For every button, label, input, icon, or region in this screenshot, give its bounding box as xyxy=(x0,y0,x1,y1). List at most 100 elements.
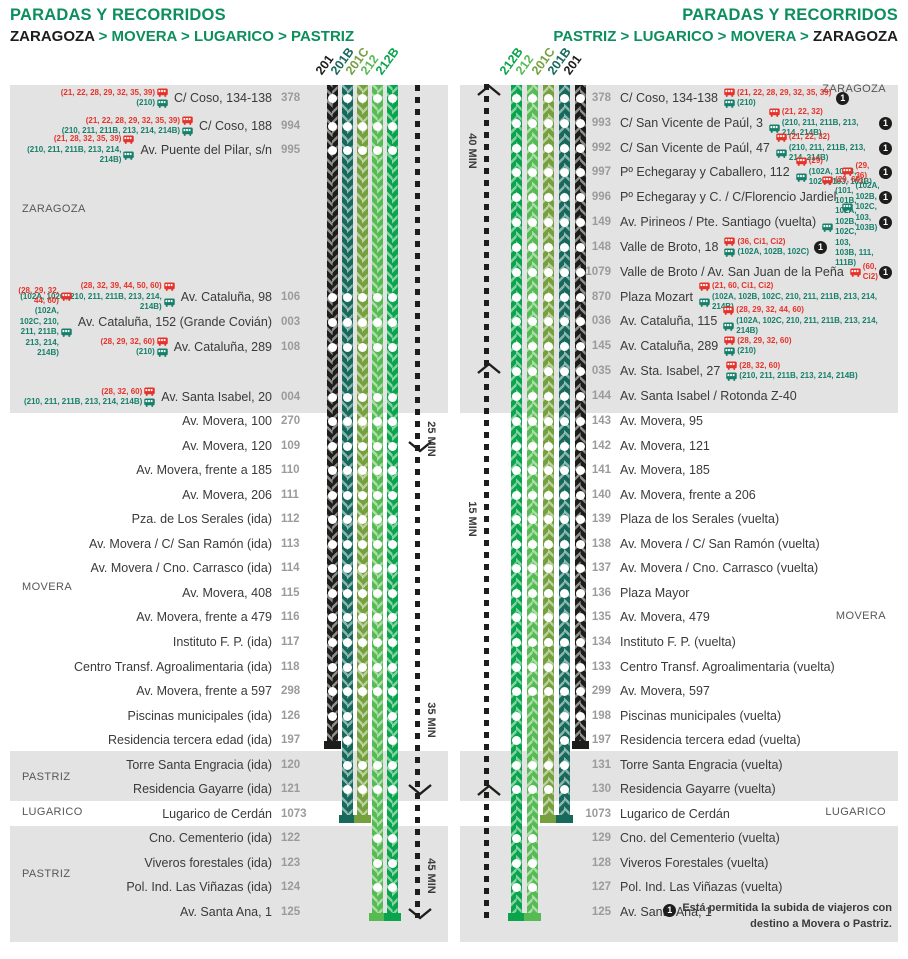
bus-icon xyxy=(144,387,156,397)
bus-icon xyxy=(795,157,807,167)
stop-row: 1079 Valle de Broto / Av. San Juan de la … xyxy=(584,261,892,283)
bus-icon xyxy=(61,292,72,301)
time-label: 40 MIN xyxy=(466,133,478,169)
stop-dot xyxy=(527,637,537,647)
direction-chevrons xyxy=(510,85,522,914)
stop-dot xyxy=(543,784,553,794)
stop-dot xyxy=(342,686,352,696)
stop-dot xyxy=(327,465,337,475)
stop-code: 133 xyxy=(591,661,611,673)
bus-icon xyxy=(157,337,168,347)
stop-name: Lugarico de Cerdán xyxy=(162,807,272,821)
stop-name: Plaza de los Serales (vuelta) xyxy=(620,512,780,526)
stop-dot xyxy=(511,267,521,277)
stop-code: 270 xyxy=(281,415,301,427)
line-terminus-201C xyxy=(539,815,557,823)
stop-dot xyxy=(342,662,352,672)
stop-dot xyxy=(575,465,585,475)
urban-connections: (60, Ci2) xyxy=(850,262,878,283)
note-1-badge: 1 xyxy=(879,116,892,130)
direction-chevrons xyxy=(558,85,570,816)
stop-dot xyxy=(357,416,367,426)
connections: (29, 36) (102A, 102B, 102C, 103, 103B) xyxy=(842,160,879,234)
stop-row: 134 Instituto F. P. (vuelta) xyxy=(584,631,892,653)
stop-dot xyxy=(342,784,352,794)
stop-dot xyxy=(357,760,367,770)
stop-name: Piscinas municipales (vuelta) xyxy=(620,709,782,723)
stop-row: 138 Av. Movera / C/ San Ramón (vuelta) xyxy=(584,533,892,555)
note-1-badge: 1 xyxy=(879,190,892,204)
stop-dot xyxy=(559,416,569,426)
bus-icon xyxy=(123,151,135,160)
stop-dot xyxy=(327,317,337,327)
stop-dot xyxy=(543,490,553,500)
stop-dot xyxy=(342,514,352,524)
stop-row: (21, 28, 32, 35, 39) (210, 211, 211B, 213… xyxy=(16,134,308,164)
stop-dot xyxy=(575,292,585,302)
stop-dot xyxy=(357,637,367,647)
stop-row: 137 Av. Movera / Cno. Carrasco (vuelta) xyxy=(584,557,892,579)
line-terminus-212B xyxy=(383,913,401,921)
stop-dot xyxy=(575,563,585,573)
stop-row: (21, 22, 28, 29, 32, 35, 39) (210) C/ Coso… xyxy=(16,87,308,109)
stop-dot xyxy=(575,686,585,696)
stop-name: Residencia tercera edad (vuelta) xyxy=(620,733,801,747)
stop-dot xyxy=(527,784,537,794)
bus-icon xyxy=(769,108,780,118)
bus-icon xyxy=(699,298,710,307)
stop-dot xyxy=(543,366,553,376)
route-part: ZARAGOZA xyxy=(813,28,898,45)
urban-connections: (28, 29, 32, 60) xyxy=(724,336,791,346)
connections: (21, 28, 32, 35, 39) (210, 211, 211B, 213… xyxy=(16,134,135,165)
stop-row: Centro Transf. Agroalimentaria (ida) 118 xyxy=(16,656,308,678)
line-terminus-201 xyxy=(571,741,589,749)
line-terminus-201 xyxy=(323,741,341,749)
stop-name: Pº Echegaray y Caballero, 112 xyxy=(620,165,790,179)
line-terminus-212 xyxy=(368,913,386,921)
stop-row: 992 C/ San Vicente de Paúl, 47 (21, 22, 32… xyxy=(584,132,892,162)
stop-dot xyxy=(527,192,537,202)
connection-list: (28, 29, 32, 44, 60) xyxy=(18,285,59,306)
stop-dot xyxy=(372,93,382,103)
stop-row: 145 Av. Cataluña, 289 (28, 29, 32, 60) (210… xyxy=(584,335,892,357)
stop-dot xyxy=(387,465,397,475)
stop-row: 129 Cno. del Cementerio (vuelta) xyxy=(584,827,892,849)
connection-list: (21, 28, 32, 35, 39) xyxy=(53,134,122,144)
stop-name: C/ San Vicente de Paúl, 3 xyxy=(620,116,763,130)
connection-list: (21, 60, Ci1, Ci2) xyxy=(711,281,774,291)
route-part: LUGARICO xyxy=(193,28,274,45)
stop-dot xyxy=(527,366,537,376)
stop-dot xyxy=(357,121,367,131)
stop-dot xyxy=(372,637,382,647)
stop-dot xyxy=(357,292,367,302)
stop-dot xyxy=(387,858,397,868)
connection-list: (210) xyxy=(736,98,756,107)
interurban-connections: (210, 211, 211B, 213, 214, 214B) xyxy=(776,143,874,164)
stop-dot xyxy=(559,192,569,202)
stop-name: Av. Movera / C/ San Ramón (vuelta) xyxy=(620,537,820,551)
connection-list: (210, 211, 211B, 213, 214, 214B) xyxy=(781,117,859,138)
connection-list: (210) xyxy=(737,346,756,355)
stop-dot xyxy=(372,490,382,500)
stop-dot xyxy=(387,539,397,549)
time-arrow xyxy=(407,783,433,801)
stop-dot xyxy=(511,366,521,376)
stop-name: Av. Movera, 185 xyxy=(620,463,710,477)
interurban-connections: (210) xyxy=(724,346,756,356)
stop-dot xyxy=(527,391,537,401)
connection-list: (102A, 102B, 102C, 103, 103B) xyxy=(808,166,872,187)
connection-list: (29, 36) xyxy=(855,160,870,181)
connection-list: (210) xyxy=(136,98,156,107)
stop-row: 144 Av. Santa Isabel / Rotonda Z-40 xyxy=(584,385,892,407)
stop-dot xyxy=(372,441,382,451)
connections: (21, 22, 32) (210, 211, 211B, 213, 214, 2… xyxy=(769,107,874,138)
stop-row: 141 Av. Movera, 185 xyxy=(584,459,892,481)
stop-dot xyxy=(342,292,352,302)
interurban-connections: (102A, 102B, 102C, 103, 103B) xyxy=(842,181,879,233)
stop-dot xyxy=(357,686,367,696)
stop-dot xyxy=(511,686,521,696)
stop-dot xyxy=(511,316,521,326)
stop-dot xyxy=(342,121,352,131)
stop-code: 1079 xyxy=(585,266,611,278)
stop-dot xyxy=(559,118,569,128)
